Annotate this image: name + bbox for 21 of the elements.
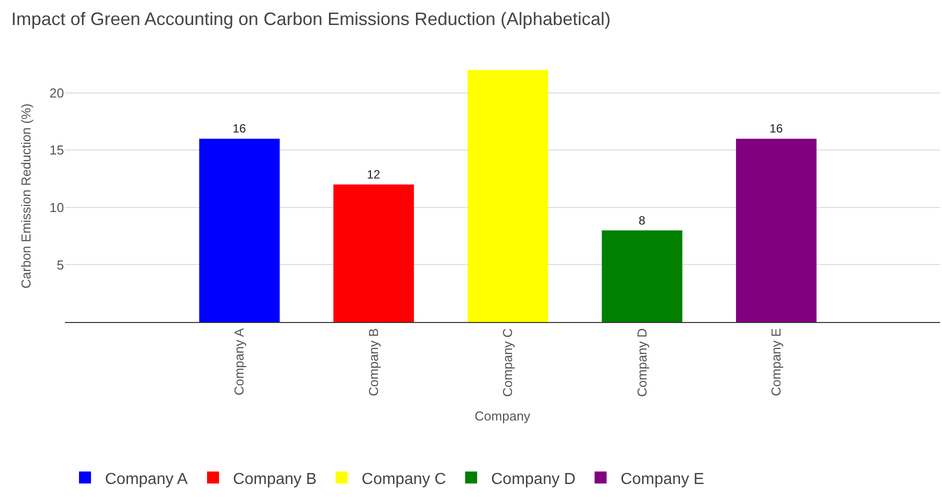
- legend-label: Company A: [105, 470, 188, 488]
- legend-label: Company C: [362, 470, 446, 488]
- y-tick-label: 15: [50, 142, 64, 158]
- y-tick-label: 10: [50, 200, 64, 215]
- data-label: 8: [638, 213, 646, 228]
- legend-label: Company E: [620, 470, 704, 488]
- x-axis-title: Company: [474, 408, 531, 424]
- data-label: 16: [232, 122, 246, 136]
- x-tick-label: Company A: [232, 328, 247, 396]
- x-tick-label: Company E: [768, 328, 784, 396]
- y-tick-label: 20: [50, 85, 64, 100]
- y-tick-label: 5: [56, 257, 64, 272]
- x-tick-label: Company C: [500, 328, 516, 397]
- data-label: 16: [769, 122, 784, 136]
- x-tick-label: Company D: [634, 328, 650, 397]
- legend-label: Company B: [233, 470, 317, 488]
- chart-title: Impact of Green Accounting on Carbon Emissions Reduction (Alphabetical): [11, 9, 611, 30]
- x-tick-label: Company B: [366, 328, 381, 396]
- y-axis-title: Carbon Emission Reduction (%): [18, 104, 34, 288]
- legend-label: Company D: [491, 470, 576, 488]
- data-label: 12: [366, 168, 380, 182]
